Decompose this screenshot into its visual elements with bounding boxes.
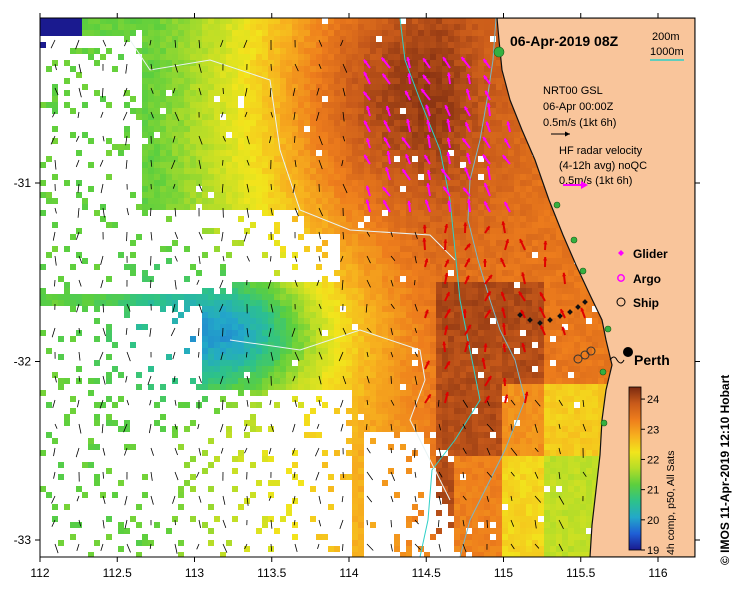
y-tick-label: -32 — [14, 355, 32, 369]
colorbar-tick-label: 24 — [647, 394, 659, 406]
y-axis: -31 -32 -33 — [14, 176, 700, 547]
colorbar-label: 4h comp, p50, All Sats — [665, 451, 677, 555]
ship-markers — [573, 346, 596, 364]
ship-legend-label: Ship — [633, 296, 659, 310]
argo-legend-icon — [617, 274, 625, 282]
gsl-legend-title: NRT00 GSL — [543, 85, 603, 97]
gsl-legend-time: 06-Apr 00:00Z — [543, 101, 614, 113]
station-marker — [570, 236, 578, 244]
hf-radar-vector-layer — [362, 56, 586, 404]
perth-coast-squiggle — [609, 356, 625, 364]
x-tick-label: 113.5 — [257, 566, 286, 580]
map-title: 06-Apr-2019 08Z — [510, 33, 619, 49]
station-marker — [600, 419, 608, 427]
colorbar-tick-label: 21 — [647, 485, 659, 497]
colorbar-tick-label: 22 — [647, 454, 659, 466]
radar-legend: HF radar velocity (4-12h avg) noQC 0.5m/… — [559, 145, 647, 189]
y-tick-label: -31 — [14, 176, 32, 190]
x-tick-label: 115 — [494, 566, 513, 580]
ship-legend-icon — [616, 297, 626, 307]
depth-legend-1000m-label: 1000m — [650, 46, 684, 58]
x-tick-label: 112 — [30, 566, 49, 580]
colorbar: 24 23 22 21 20 19 4h comp, p50, All Sats — [628, 386, 677, 557]
x-tick-label: 112.5 — [103, 566, 132, 580]
contour-1000m — [399, 18, 481, 557]
contour-offshore-2 — [229, 329, 451, 501]
glider-track — [517, 299, 588, 326]
plot-frame — [39, 17, 696, 558]
radar-legend-avg: (4-12h avg) noQC — [559, 160, 647, 172]
coastal-stations — [493, 46, 612, 427]
perth-label: Perth — [634, 352, 670, 368]
x-tick-label: 113 — [185, 566, 204, 580]
station-marker — [579, 267, 587, 275]
platform-legend: Glider Argo Ship — [616, 247, 668, 310]
x-tick-label: 114.5 — [412, 566, 441, 580]
glider-legend-label: Glider — [633, 247, 668, 261]
colorbar-tick-label: 23 — [647, 424, 659, 436]
colorbar-tick-label: 19 — [647, 545, 659, 557]
gsl-vector-layer — [50, 39, 587, 554]
bathymetry-contours — [129, 18, 526, 557]
colorbar-ticks: 24 23 22 21 20 19 — [641, 394, 659, 557]
station-marker — [604, 325, 612, 333]
depth-legend: 200m 1000m — [650, 31, 684, 61]
station-marker — [553, 201, 561, 209]
glider-legend-icon — [618, 250, 624, 256]
gsl-legend: NRT00 GSL 06-Apr 00:00Z 0.5m/s (1kt 6h) — [543, 85, 616, 137]
station-marker — [599, 368, 607, 376]
x-tick-label: 114 — [339, 566, 358, 580]
radar-legend-title: HF radar velocity — [559, 145, 643, 157]
x-tick-label: 115.5 — [566, 566, 595, 580]
station-marker — [493, 46, 505, 58]
contour-200m — [459, 18, 526, 557]
y-tick-label: -33 — [14, 533, 32, 547]
x-axis: 112 112.5 113 113.5 114 114.5 115 115.5 116 — [30, 13, 668, 580]
land-mass — [496, 18, 695, 557]
argo-legend-label: Argo — [633, 272, 661, 286]
colorbar-ramp — [628, 386, 642, 551]
depth-legend-200m-label: 200m — [652, 31, 680, 43]
gsl-legend-scale: 0.5m/s (1kt 6h) — [543, 117, 616, 129]
contour-offshore — [129, 39, 456, 261]
x-tick-label: 116 — [648, 566, 667, 580]
colorbar-tick-label: 20 — [647, 515, 659, 527]
perth-city-marker — [623, 347, 633, 357]
imos-credit: © IMOS 11-Apr-2019 12:10 Hobart — [718, 375, 732, 565]
